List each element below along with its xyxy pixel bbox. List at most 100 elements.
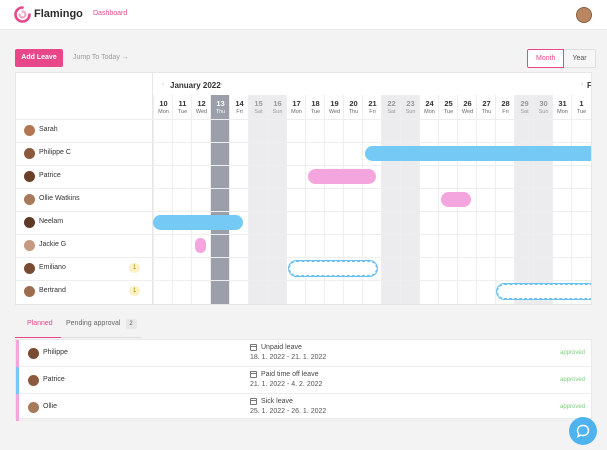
leave-bar-ollie[interactable] [441,192,471,207]
person-row[interactable]: Sarah [16,119,153,142]
person-row[interactable]: Philippe C [16,142,153,165]
view-month-button[interactable]: Month [527,49,565,68]
day-number: 18 [311,99,320,108]
leave-avatar [28,402,39,413]
day-column: 21 Fri [362,95,381,304]
person-row[interactable]: Ollie Watkins [16,188,153,211]
chat-bubble-icon [576,424,590,438]
leave-calendar: Sarah Philippe C Patrice Ollie Watkins Neela… [15,72,592,305]
day-number: 29 [520,99,529,108]
row-divider [16,142,591,143]
leave-person-name: Ollie [43,403,58,410]
leave-bar-neelam[interactable] [153,215,243,230]
day-column: 28 Fri [495,95,514,304]
day-number: 20 [349,99,358,108]
next-month-label: Fe [587,81,592,90]
user-avatar[interactable] [576,7,592,23]
leave-list-item[interactable]: Ollie Sick leave 25. 1. 2022 - 26. 1. 2022… [16,394,591,421]
row-divider [16,165,591,166]
person-name: Ollie Watkins [39,195,80,202]
prev-month-icon[interactable]: ‹ [581,81,584,88]
calendar-icon [250,398,257,405]
day-number: 22 [387,99,396,108]
day-name: Wed [195,109,208,115]
tab-pending-label: Pending approval [66,320,121,327]
day-name: Fri [369,109,376,115]
top-bar: Flamingo Dashboard [0,0,607,30]
day-name: Fri [236,109,243,115]
day-column: 31 Mon [552,95,571,304]
view-year-button[interactable]: Year [564,49,596,68]
day-column: 27 Thu [476,95,495,304]
person-name: Emiliano [39,264,66,271]
prev-month-icon[interactable]: ‹ [162,81,165,88]
leave-dates: 18. 1. 2022 - 21. 1. 2022 [250,354,327,361]
leave-list-item[interactable]: Philippe Unpaid leave 18. 1. 2022 - 21. 1.… [16,340,591,367]
person-avatar [24,263,35,274]
jump-to-today-link[interactable]: Jump To Today → [73,54,129,61]
next-month-icon[interactable]: › [220,81,223,88]
day-number: 16 [273,99,282,108]
day-number: 31 [558,99,567,108]
timeline: ‹ January 2022 › ‹ Fe 10Mon11Tue12Wed13T… [153,73,592,304]
day-name: Mon [557,109,568,115]
day-name: Sun [538,109,549,115]
person-row[interactable]: Neelam [16,211,153,234]
day-number: 30 [539,99,548,108]
leave-bar-patrice[interactable] [308,169,376,184]
day-number: 25 [444,99,453,108]
day-name: Sat [520,109,529,115]
leave-bar-jackie[interactable] [195,238,206,253]
leave-type: Sick leave [261,398,293,405]
day-column: 12 Wed [191,95,210,304]
leave-color-stripe [16,394,19,421]
day-name: Tue [310,109,321,115]
person-name: Philippe C [39,149,71,156]
month-label: January 2022 [170,81,221,90]
day-number: 1 [579,99,584,108]
day-number: 28 [501,99,510,108]
person-row[interactable]: Bertrand 1 [16,280,153,303]
person-row[interactable]: Emiliano 1 [16,257,153,280]
day-name: Wed [461,109,474,115]
day-column: 22 Sat [381,95,400,304]
day-number: 21 [368,99,377,108]
day-number: 13 [216,99,225,108]
nav-dashboard-link[interactable]: Dashboard [93,10,128,17]
row-divider [16,188,591,189]
leave-dates: 21. 1. 2022 - 4. 2. 2022 [250,381,323,388]
day-number: 12 [197,99,206,108]
person-avatar [24,148,35,159]
tab-pending-approval[interactable]: Pending approval 2 [61,318,141,338]
person-avatar [24,217,35,228]
pending-leave-bar-bertrand[interactable] [497,284,591,299]
day-name: Sun [405,109,416,115]
day-name: Thu [481,109,492,115]
day-column: 30 Sun [533,95,552,304]
leave-status: approved [560,350,586,356]
pending-badge: 1 [129,286,140,296]
chat-button[interactable] [569,417,597,445]
leave-bar-philippe[interactable] [365,146,591,161]
day-name: Sat [387,109,396,115]
person-row[interactable]: Patrice [16,165,153,188]
flamingo-logo-icon[interactable] [14,6,31,23]
person-name: Patrice [39,172,61,179]
day-name: Sat [254,109,263,115]
add-leave-button[interactable]: Add Leave [15,49,63,67]
tab-planned[interactable]: Planned [15,318,61,338]
day-number: 24 [425,99,434,108]
person-row[interactable]: Jackie G [16,234,153,257]
person-avatar [24,286,35,297]
pending-count-badge: 2 [125,319,137,329]
person-name: Jackie G [39,241,67,248]
day-name: Tue [576,109,587,115]
pending-badge: 1 [129,263,140,273]
day-number: 26 [463,99,472,108]
leave-list-item[interactable]: Patrice Paid time off leave 21. 1. 2022 - … [16,367,591,394]
pending-leave-bar-emiliano[interactable] [289,261,377,276]
day-column: 11 Tue [172,95,191,304]
person-avatar [24,240,35,251]
day-name: Wed [328,109,341,115]
day-name: Mon [158,109,169,115]
